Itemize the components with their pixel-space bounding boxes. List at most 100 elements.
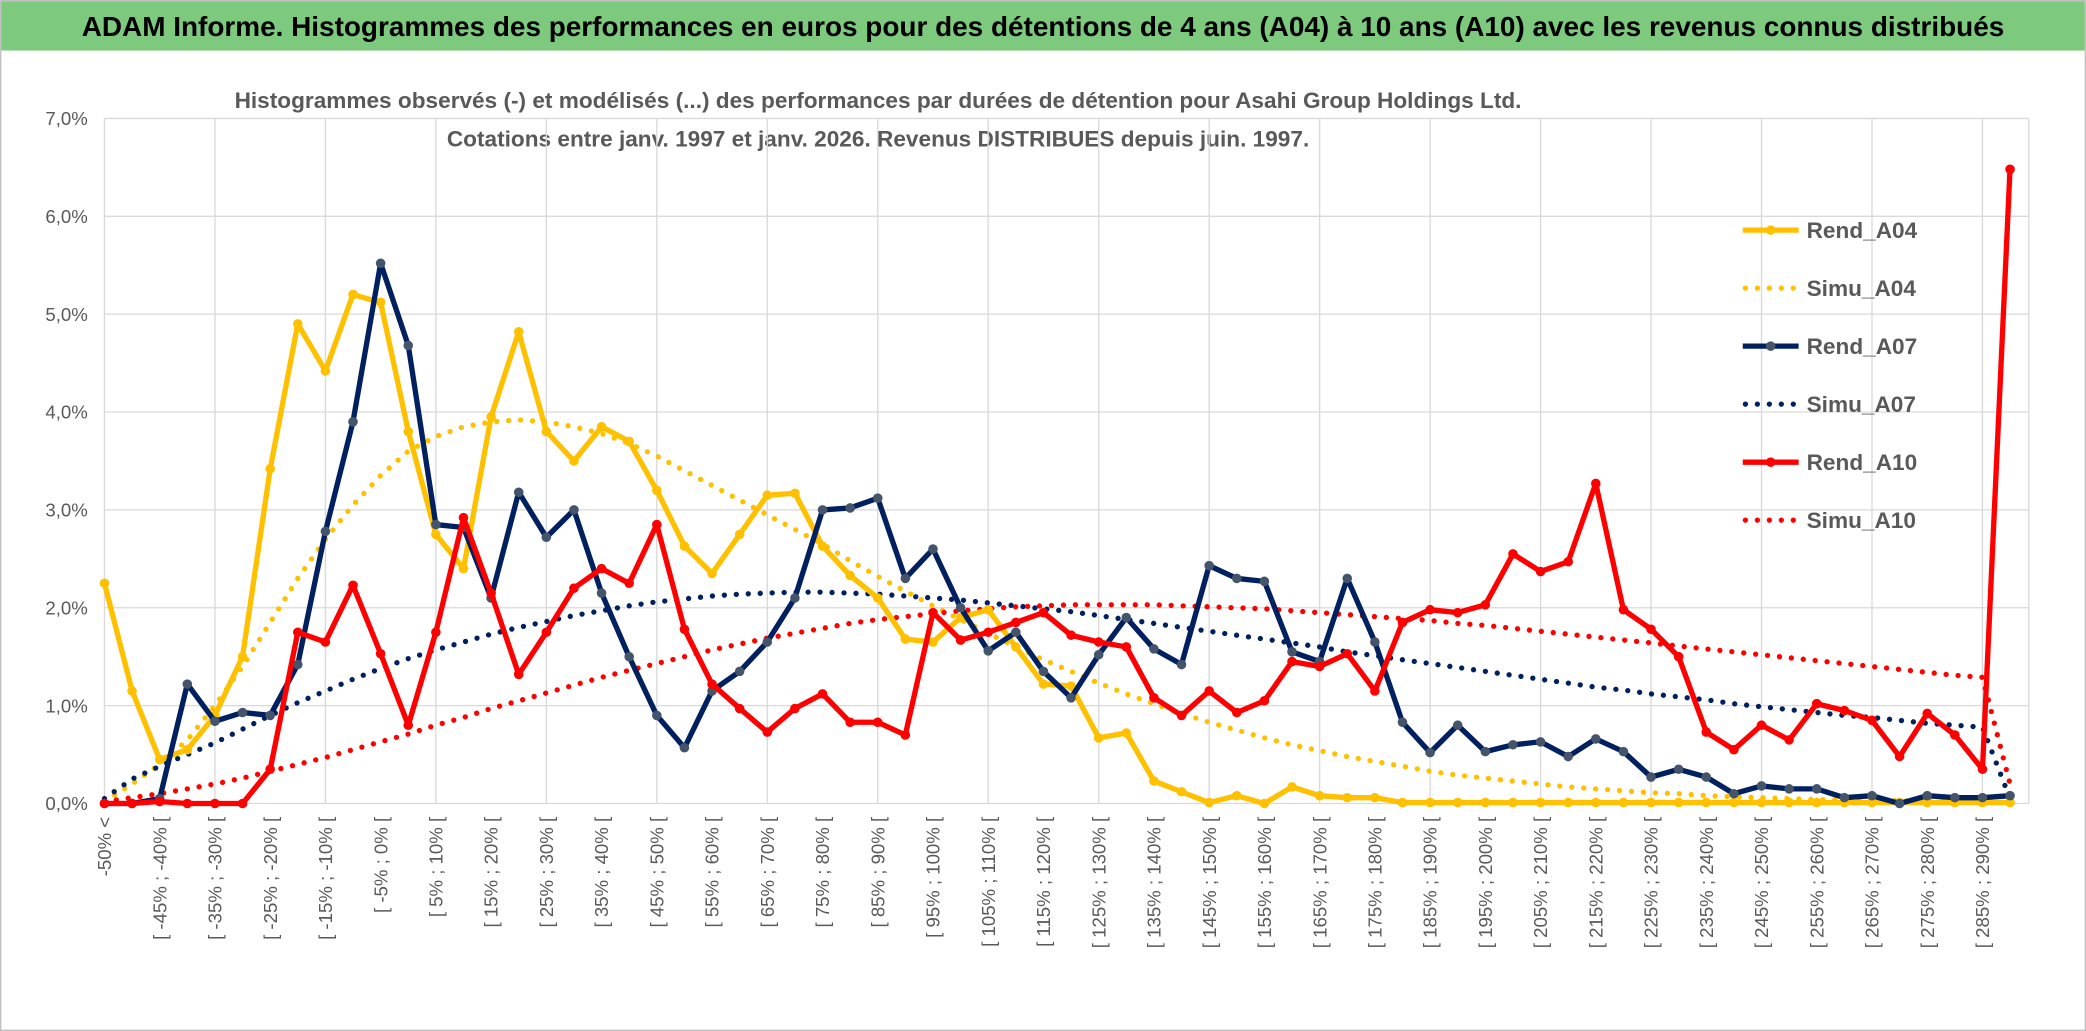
data-point — [1287, 656, 1297, 667]
data-point — [1370, 792, 1380, 803]
data-point — [127, 686, 137, 696]
data-point — [486, 588, 496, 598]
data-point — [596, 563, 607, 574]
data-point — [348, 289, 358, 300]
data-point — [1259, 695, 1270, 706]
data-point — [1093, 649, 1104, 660]
series-simu_a04 — [101, 417, 2013, 806]
data-point — [1149, 644, 1159, 654]
data-point — [1977, 792, 1988, 803]
x-tick-label: [ 195% ; 200% [ — [1475, 816, 1496, 948]
data-point — [762, 727, 773, 737]
data-point — [1673, 764, 1684, 775]
title-band — [1, 1, 2085, 51]
x-tick-label: [ 105% ; 110% [ — [978, 816, 999, 947]
x-axis: -50% < [ -45% ; -40% [[ -35% ; -30% [[ -2… — [94, 816, 1993, 948]
data-point — [1342, 573, 1353, 584]
y-axis: 0,0% 1,0% 2,0% 3,0% 4,0% 5,0% 6,0% 7,0% — [45, 108, 87, 814]
data-point — [458, 563, 469, 574]
data-point — [375, 297, 386, 308]
data-point — [1452, 720, 1463, 731]
data-point — [707, 568, 717, 579]
x-tick-label: [ -45% ; -40% [ — [149, 816, 170, 940]
x-tick-label: [ -25% ; -20% [ — [260, 816, 281, 940]
series-line — [104, 260, 2011, 807]
data-point — [127, 798, 137, 809]
data-point — [845, 503, 855, 513]
x-tick-label: [ 35% ; 40% [ — [591, 816, 612, 928]
x-tick-label: [ 285% ; 290% [ — [1972, 816, 1993, 948]
data-point — [845, 717, 855, 728]
series-line — [104, 169, 2013, 807]
data-point — [1950, 730, 1960, 740]
x-tick-label: -50% < — [94, 817, 115, 876]
data-point — [1121, 642, 1132, 652]
data-point — [265, 764, 275, 775]
legend-label: Rend_A07 — [1807, 334, 1918, 359]
data-point — [1425, 747, 1435, 758]
y-tick-label: 5,0% — [45, 304, 87, 325]
data-point — [320, 526, 331, 537]
legend-label: Rend_A04 — [1807, 218, 1918, 243]
data-point — [624, 436, 634, 447]
legend-marker — [1765, 225, 1776, 235]
data-point — [1480, 600, 1491, 610]
y-tick-label: 7,0% — [45, 108, 87, 129]
data-point — [817, 689, 828, 699]
x-tick-label: [ 155% ; 160% [ — [1254, 816, 1275, 948]
data-point — [1756, 720, 1767, 731]
data-point — [513, 487, 524, 498]
y-tick-label: 4,0% — [45, 402, 87, 423]
data-point — [1397, 797, 1408, 808]
data-point — [375, 648, 386, 659]
data-point — [1784, 735, 1794, 745]
x-tick-label: [ 275% ; 280% [ — [1917, 816, 1938, 948]
legend-item: Rend_A10 — [1742, 450, 1917, 475]
data-point — [1370, 637, 1380, 647]
data-point — [99, 578, 110, 589]
data-point — [182, 679, 193, 689]
series-rend_a10 — [99, 164, 2015, 809]
x-tick-label: [ 205% ; 210% [ — [1530, 816, 1551, 948]
x-tick-label: [ 245% ; 250% [ — [1751, 816, 1772, 948]
data-point — [1314, 661, 1325, 672]
x-tick-label: [ 255% ; 260% [ — [1806, 816, 1827, 948]
x-tick-label: [ 185% ; 190% [ — [1420, 816, 1441, 948]
legend-item: Simu_A10 — [1742, 508, 1916, 533]
data-point — [596, 588, 607, 598]
data-point — [624, 578, 634, 589]
x-tick-label: [ 265% ; 270% [ — [1862, 816, 1883, 948]
data-point — [1452, 607, 1463, 618]
data-point — [928, 607, 938, 618]
legend-marker — [1765, 457, 1776, 467]
data-point — [320, 637, 331, 647]
x-tick-label: [ 5% ; 10% [ — [426, 816, 447, 917]
data-point — [1231, 573, 1242, 584]
data-point — [1867, 790, 1877, 801]
data-point — [1673, 797, 1684, 808]
data-point — [237, 651, 248, 662]
data-point — [790, 488, 800, 499]
data-point — [513, 326, 524, 337]
y-tick-label: 6,0% — [45, 206, 87, 227]
data-point — [265, 463, 275, 474]
data-point — [1204, 686, 1214, 696]
legend-item: Rend_A04 — [1742, 218, 1918, 243]
data-point — [1508, 740, 1518, 750]
data-point — [955, 602, 966, 613]
legend-marker — [1765, 341, 1776, 351]
data-point — [1701, 797, 1712, 808]
data-point — [900, 573, 911, 584]
y-tick-label: 3,0% — [45, 500, 87, 521]
data-point — [1673, 651, 1684, 662]
data-point — [734, 703, 745, 714]
data-point — [1591, 478, 1601, 489]
data-point — [1038, 607, 1049, 618]
data-point — [955, 635, 966, 645]
data-point — [1452, 797, 1463, 808]
x-tick-label: [ -5% ; 0% [ — [370, 816, 391, 913]
data-point — [99, 798, 110, 809]
data-point — [1425, 604, 1435, 615]
legend-item: Simu_A07 — [1742, 392, 1916, 417]
